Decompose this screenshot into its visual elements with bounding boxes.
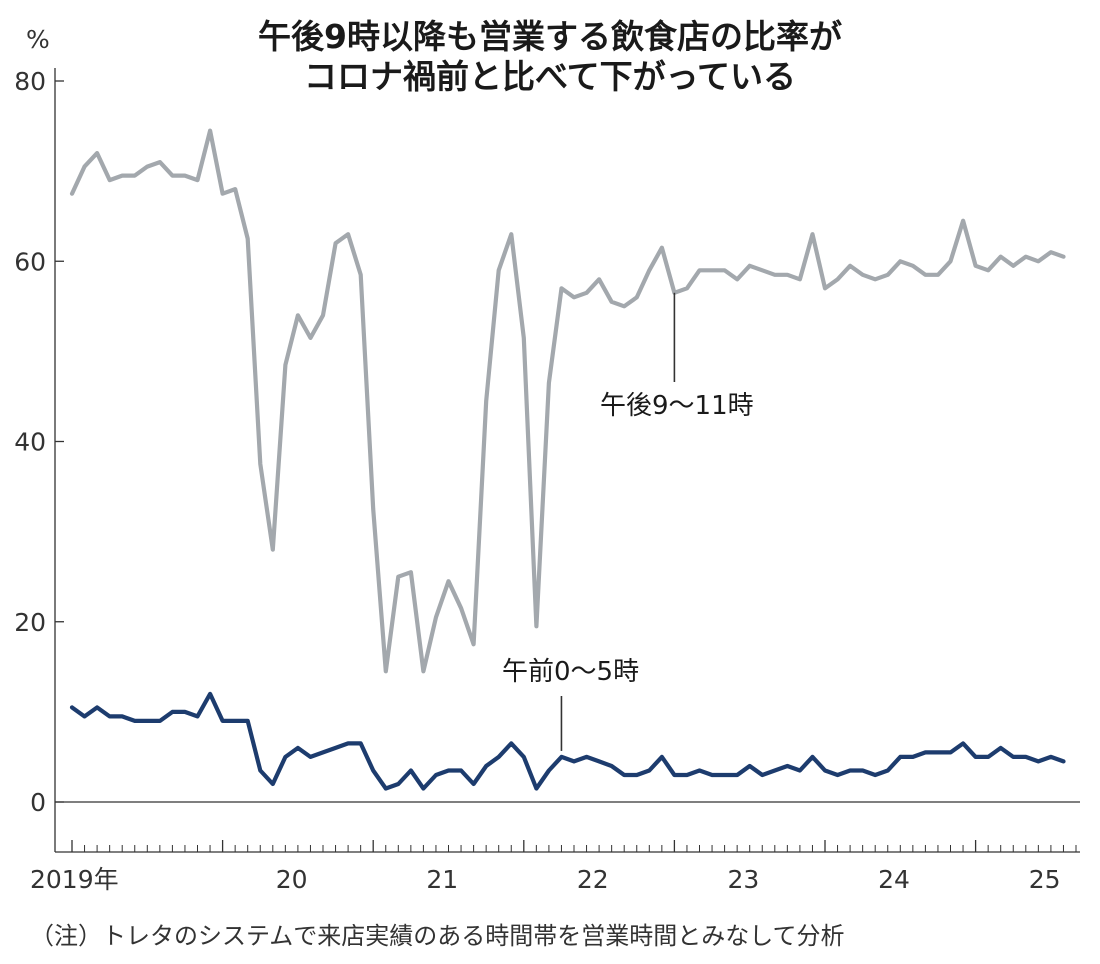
y-tick-label: 40 xyxy=(14,428,46,457)
series-late-evening-line xyxy=(69,128,1066,674)
y-tick-label: 20 xyxy=(14,608,46,637)
series-midnight-line xyxy=(69,691,1066,791)
y-tick-label: 60 xyxy=(14,247,46,276)
x-tick-label: 22 xyxy=(577,865,609,894)
x-tick-label: 25 xyxy=(1029,865,1061,894)
y-tick-label: 80 xyxy=(14,67,46,96)
x-tick-label: 24 xyxy=(878,865,910,894)
x-tick-label: 20 xyxy=(276,865,308,894)
x-tick-label: 2019年 xyxy=(30,865,119,894)
chart-title: 午後9時以降も営業する飲食店の比率が xyxy=(258,17,842,56)
x-tick-label: 23 xyxy=(728,865,760,894)
y-tick-label: 0 xyxy=(30,788,46,817)
x-tick-label: 21 xyxy=(426,865,458,894)
chart-subtitle: コロナ禍前と比べて下がっている xyxy=(304,57,796,96)
axes: 0 20 40 60 80 2019年 20 21 22 23 24 25 xyxy=(14,67,1080,894)
y-axis-unit: % xyxy=(26,25,50,54)
series-layer xyxy=(69,128,1066,791)
annotation-label: 午前0～5時 xyxy=(502,657,639,687)
footnote: （注）トレタのシステムで来店実績のある時間帯を営業時間とみなして分析 xyxy=(30,922,845,950)
annotation-label: 午後9～11時 xyxy=(600,391,754,421)
